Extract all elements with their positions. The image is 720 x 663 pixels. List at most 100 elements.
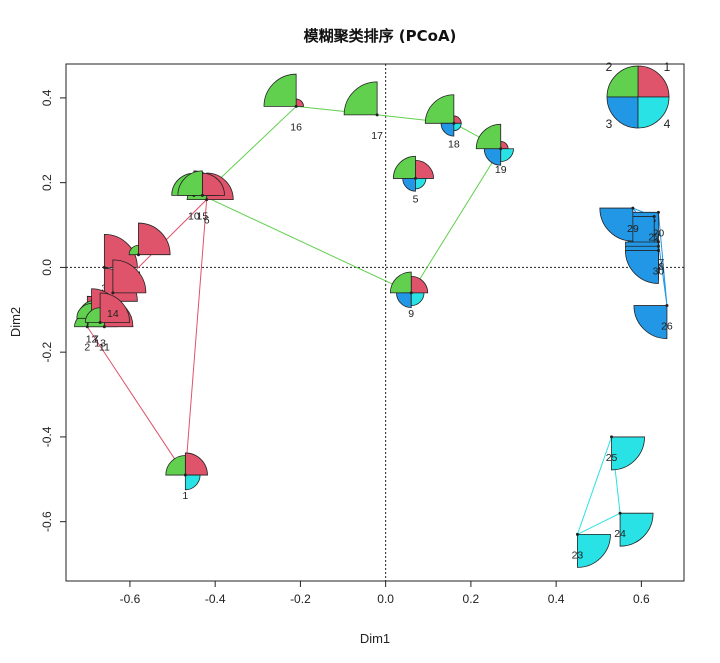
- point-23-center: [575, 532, 579, 536]
- legend-sector-1: [637, 65, 670, 98]
- legend-label-4: 4: [664, 117, 671, 131]
- point-30-sector-3: [625, 250, 659, 284]
- point-26-center: [665, 304, 669, 308]
- x-tick-label: -0.2: [290, 592, 311, 606]
- point-18: 18: [424, 94, 462, 150]
- y-tick-label: 0.4: [40, 89, 54, 106]
- point-17-center: [375, 113, 379, 117]
- point-22-center: [652, 215, 656, 219]
- point-4-center: [136, 253, 140, 257]
- point-1-center: [183, 473, 187, 477]
- legend-label-2: 2: [606, 60, 613, 74]
- point-4-sector-2: [128, 244, 139, 256]
- point-19-center: [499, 147, 503, 151]
- point-label-11: 11: [99, 342, 110, 354]
- legend-label-1: 1: [664, 60, 671, 74]
- point-label-23: 23: [572, 549, 584, 561]
- point-28-center: [656, 244, 660, 248]
- point-5: 5: [392, 155, 434, 205]
- point-1: 1: [165, 452, 208, 502]
- point-27-center: [656, 240, 660, 244]
- point-label-30: 30: [653, 265, 665, 277]
- point-label-9: 9: [408, 308, 414, 320]
- point-label-13: 13: [94, 338, 106, 350]
- point-18-sector-2: [424, 94, 455, 124]
- point-30: 30: [625, 248, 665, 284]
- point-26-sector-3: [633, 305, 668, 339]
- x-tick-label: 0.4: [548, 592, 565, 606]
- y-axis-label: Dim2: [8, 307, 23, 337]
- point-16-center: [294, 104, 298, 108]
- point-9-sector-3: [396, 292, 412, 308]
- point-5-sector-1: [415, 159, 434, 179]
- point-9: 9: [389, 271, 429, 320]
- y-tick-label: -0.6: [40, 511, 54, 532]
- point-20-center: [656, 210, 660, 214]
- point-label-19: 19: [495, 164, 507, 176]
- point-5-sector-3: [402, 178, 416, 192]
- x-tick-label: -0.6: [120, 592, 141, 606]
- point-14-sector-1: [112, 259, 147, 294]
- x-tick-label: 0.2: [463, 592, 480, 606]
- point-16-sector-2: [263, 73, 297, 107]
- point-29: 29: [599, 206, 639, 242]
- point-9-sector-4: [410, 292, 425, 307]
- legend-sector-4: [637, 96, 670, 129]
- point-25-sector-4: [611, 436, 645, 471]
- point-13-sector-1: [99, 292, 131, 323]
- point-18-sector-3: [440, 122, 455, 137]
- point-9-center: [409, 291, 413, 295]
- point-29-center: [631, 206, 635, 210]
- point-9-sector-1: [410, 275, 429, 294]
- point-19-sector-1: [500, 140, 509, 150]
- point-15-sector-1: [201, 172, 225, 196]
- point-3-sector-1: [103, 234, 138, 268]
- cluster-hull-4: [576, 436, 621, 536]
- point-13: 13: [84, 292, 131, 350]
- point-14: 14: [107, 259, 147, 320]
- point-label-24: 24: [614, 528, 626, 540]
- point-label-16: 16: [290, 121, 302, 133]
- point-5-sector-2: [392, 155, 416, 179]
- point-24-sector-4: [619, 512, 654, 547]
- point-16-sector-1: [295, 98, 304, 107]
- point-label-15: 15: [197, 210, 209, 222]
- point-label-10: 10: [188, 210, 200, 222]
- point-25-center: [610, 435, 614, 439]
- x-tick-label: -0.4: [205, 592, 226, 606]
- point-15-sector-2: [177, 170, 203, 196]
- y-tick-label: 0.2: [40, 174, 54, 191]
- point-15: 15: [177, 170, 225, 222]
- point-19-sector-3: [483, 148, 502, 166]
- point-14-center: [111, 291, 115, 295]
- point-label-1: 1: [182, 490, 188, 502]
- point-30-center: [656, 248, 660, 252]
- y-tick-label: -0.2: [40, 342, 54, 363]
- point-5-sector-4: [415, 178, 427, 190]
- point-13-sector-2: [84, 307, 101, 323]
- point-15-center: [200, 193, 204, 197]
- point-label-18: 18: [448, 138, 460, 150]
- point-label-12: 12: [86, 333, 98, 345]
- point-17-sector-2: [343, 81, 378, 116]
- point-23-sector-4: [577, 533, 611, 568]
- point-label-29: 29: [627, 223, 639, 235]
- x-tick-label: 0.6: [633, 592, 650, 606]
- point-18-sector-4: [453, 122, 462, 132]
- point-1-sector-2: [165, 455, 186, 476]
- point-label-25: 25: [606, 452, 618, 464]
- point-18-sector-1: [453, 115, 462, 124]
- y-tick-label: -0.4: [40, 426, 54, 447]
- point-label-22: 22: [648, 232, 660, 244]
- point-19: 19: [475, 123, 514, 176]
- point-19-sector-4: [500, 148, 514, 162]
- point-24: 24: [614, 511, 654, 547]
- point-label-5: 5: [413, 193, 419, 205]
- point-29-sector-3: [599, 207, 634, 242]
- cluster-hull-2: [201, 105, 502, 294]
- point-label-6: 6: [204, 215, 210, 227]
- plot-frame: [65, 63, 685, 582]
- point-label-14: 14: [107, 308, 119, 320]
- point-label-17: 17: [371, 130, 383, 142]
